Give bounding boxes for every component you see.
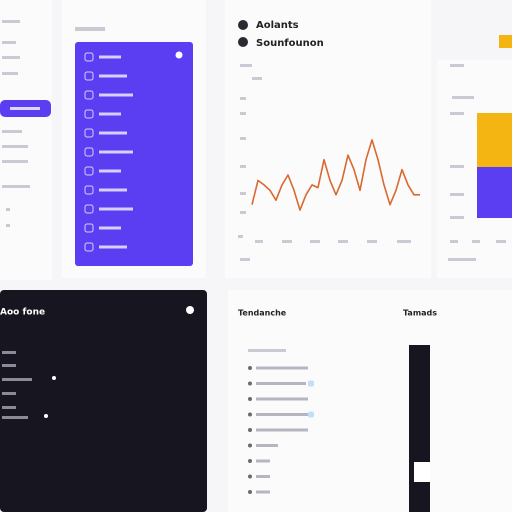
list-label	[256, 490, 270, 494]
menu-icon	[84, 71, 94, 81]
dark-bar	[409, 345, 430, 512]
menu-label	[99, 226, 121, 230]
list-dot	[248, 412, 252, 417]
list-label	[256, 397, 308, 401]
list-label	[256, 428, 308, 432]
list-dot	[248, 459, 252, 463]
list-dot	[248, 474, 252, 479]
menu-label	[99, 131, 127, 135]
menu-icon	[84, 223, 94, 233]
menu-icon	[84, 90, 94, 100]
list-label	[256, 444, 278, 447]
menu-icon	[84, 128, 94, 138]
sidebar-items	[2, 20, 30, 227]
menu-label	[99, 150, 133, 154]
list-rows	[248, 366, 314, 494]
dark-list	[2, 351, 56, 419]
list-dot	[248, 428, 252, 432]
list-dot	[248, 381, 252, 386]
sidebar	[0, 0, 52, 280]
bar-gap	[414, 462, 430, 482]
list-label	[256, 413, 314, 416]
header-subtitle: Sounfounon	[256, 38, 324, 49]
header-icon	[238, 37, 248, 47]
menu-icon[interactable]	[175, 51, 183, 59]
bar-segment	[477, 113, 512, 167]
list-card	[228, 290, 512, 512]
dark-title: Aoo fone	[0, 308, 45, 318]
list-dot	[248, 397, 252, 401]
menu-label	[99, 169, 121, 173]
menu-label	[99, 74, 127, 78]
chart-axes	[238, 64, 411, 261]
menu-icon	[84, 204, 94, 214]
menu-label	[99, 93, 133, 97]
dark-panel	[0, 290, 207, 512]
line-series	[251, 139, 420, 211]
menu-icon	[84, 109, 94, 119]
menu-label	[99, 55, 121, 59]
menu-icon	[84, 52, 94, 62]
side-title: Tamads	[403, 309, 437, 318]
menu-label	[99, 207, 133, 211]
header-icon	[238, 20, 248, 30]
button-label	[10, 107, 40, 110]
list-dot	[248, 490, 252, 494]
list-dot	[248, 366, 252, 370]
bar-segment	[477, 167, 512, 218]
menu-label	[99, 245, 127, 249]
menu-rows	[84, 52, 133, 252]
header-title: Aolants	[256, 20, 299, 31]
list-tag	[308, 380, 314, 387]
menu-icon	[84, 147, 94, 157]
menu-icon	[84, 185, 94, 195]
bar-axes	[448, 64, 506, 261]
list-heading	[248, 349, 286, 352]
menu-icon	[84, 166, 94, 176]
list-dot	[248, 443, 252, 448]
list-label	[256, 382, 306, 385]
analytics-card	[225, 0, 431, 278]
list-title: Tendanche	[238, 309, 287, 318]
badge	[499, 35, 512, 48]
menu-label	[99, 188, 127, 192]
list-label	[256, 366, 308, 370]
menu-icon	[84, 242, 94, 252]
menu-heading	[75, 27, 105, 31]
dark-icon[interactable]	[186, 306, 194, 314]
list-tag	[308, 411, 314, 418]
list-label	[256, 459, 270, 463]
list-label	[256, 475, 270, 478]
menu-label	[99, 112, 121, 116]
